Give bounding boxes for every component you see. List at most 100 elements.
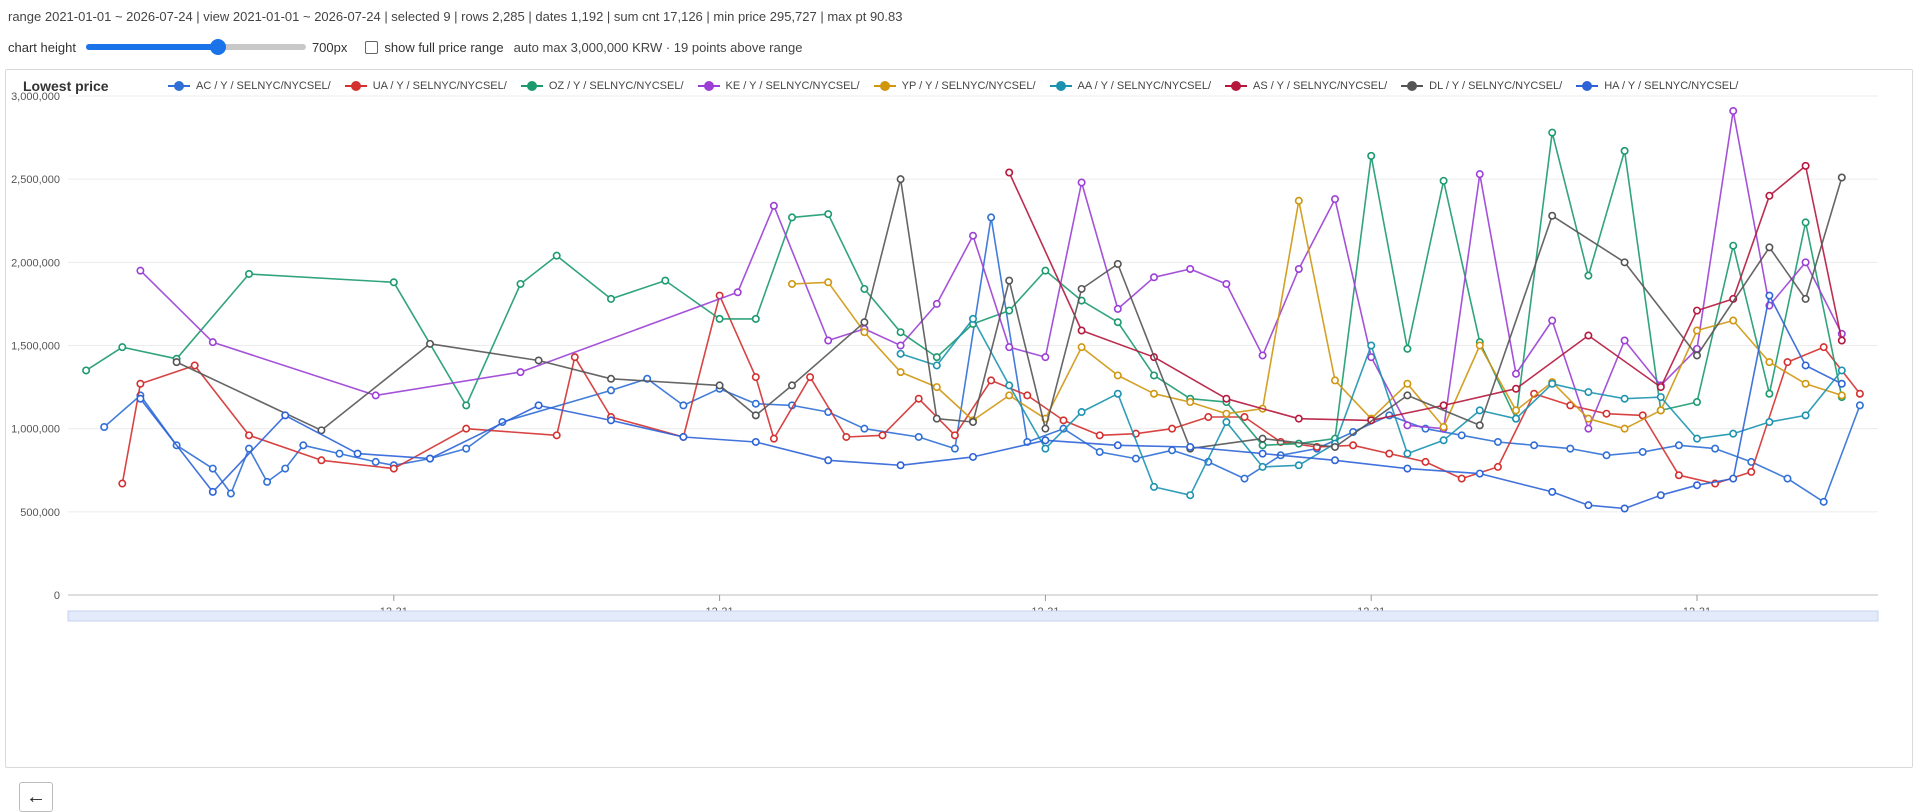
data-point <box>1457 431 1466 440</box>
data-point <box>1584 331 1593 340</box>
data-point <box>896 341 905 350</box>
data-point <box>1512 414 1521 423</box>
data-point <box>335 449 344 458</box>
data-point <box>932 361 941 370</box>
data-point <box>1620 424 1629 433</box>
data-point <box>1548 128 1557 137</box>
data-point <box>824 456 833 465</box>
data-point <box>968 231 977 240</box>
data-point <box>1294 196 1303 205</box>
data-point <box>1005 306 1014 315</box>
data-point <box>1729 316 1738 325</box>
data-point <box>1331 376 1340 385</box>
data-point <box>1439 436 1448 445</box>
legend-swatch <box>1225 81 1248 91</box>
data-point <box>245 269 254 278</box>
data-point <box>1168 446 1177 455</box>
data-point <box>1837 379 1846 388</box>
legend-item[interactable]: YP / Y / SELNYC/NYCSEL/ <box>873 80 1036 92</box>
data-point <box>715 314 724 323</box>
y-tick-label: 2,500,000 <box>11 174 60 186</box>
data-point <box>1294 264 1303 273</box>
data-point <box>1693 434 1702 443</box>
data-point <box>1584 388 1593 397</box>
data-point <box>1331 442 1340 451</box>
data-point <box>842 432 851 441</box>
slider-knob[interactable] <box>209 39 226 55</box>
data-point <box>1186 264 1195 273</box>
data-point <box>1512 384 1521 393</box>
legend-label: YP / Y / SELNYC/NYCSEL/ <box>901 80 1036 92</box>
data-point <box>896 175 905 184</box>
data-point <box>1493 462 1502 471</box>
data-point <box>1837 391 1846 400</box>
data-point <box>1855 401 1864 410</box>
data-point <box>751 399 760 408</box>
data-point <box>1077 284 1086 293</box>
chart-panel: 0 500,000 1,000,000 1,500,000 2,000,000 2,500… <box>5 69 1913 812</box>
legend-item[interactable]: AA / Y / SELNYC/NYCSEL/ <box>1049 80 1211 92</box>
data-point <box>1349 441 1358 450</box>
data-point <box>208 487 217 496</box>
data-point <box>1548 379 1557 388</box>
data-point <box>1222 409 1231 418</box>
data-point <box>1693 398 1702 407</box>
data-point <box>353 449 362 458</box>
data-point <box>1385 449 1394 458</box>
data-point <box>824 210 833 219</box>
data-point <box>1331 195 1340 204</box>
data-point <box>661 276 670 285</box>
data-point <box>1837 173 1846 182</box>
data-point <box>1602 409 1611 418</box>
legend-swatch <box>344 81 367 91</box>
series-line <box>139 294 1843 510</box>
data-point <box>208 464 217 473</box>
back-button[interactable]: ← <box>19 782 53 812</box>
data-point <box>932 299 941 308</box>
data-point <box>1222 418 1231 427</box>
data-point <box>172 358 181 367</box>
show-full-range-label[interactable]: show full price range <box>384 39 504 55</box>
legend-item[interactable]: UA / Y / SELNYC/NYCSEL/ <box>344 80 507 92</box>
data-point <box>751 437 760 446</box>
data-point <box>462 401 471 410</box>
data-point <box>1674 471 1683 480</box>
data-point <box>1294 461 1303 470</box>
y-tick-label: 0 <box>54 590 60 602</box>
legend-swatch <box>1049 81 1072 91</box>
legend-item[interactable]: KE / Y / SELNYC/NYCSEL/ <box>697 80 860 92</box>
data-point <box>1801 411 1810 420</box>
legend-item[interactable]: AS / Y / SELNYC/NYCSEL/ <box>1225 80 1387 92</box>
data-point <box>1530 441 1539 450</box>
data-point <box>1584 424 1593 433</box>
data-point <box>1457 474 1466 483</box>
legend-item[interactable]: AC / Y / SELNYC/NYCSEL/ <box>168 80 331 92</box>
data-point <box>733 288 742 297</box>
data-point <box>136 266 145 275</box>
data-point <box>1222 394 1231 403</box>
show-full-range-checkbox[interactable] <box>365 40 379 54</box>
chart-height-slider[interactable] <box>85 39 306 55</box>
data-point <box>1005 343 1014 352</box>
data-point <box>1186 491 1195 500</box>
data-point <box>824 336 833 345</box>
data-point <box>1294 414 1303 423</box>
legend-item[interactable]: OZ / Y / SELNYC/NYCSEL/ <box>520 80 684 92</box>
data-point <box>968 452 977 461</box>
data-point <box>1367 353 1376 362</box>
legend-label: AC / Y / SELNYC/NYCSEL/ <box>196 80 331 92</box>
legend-item[interactable]: DL / Y / SELNYC/NYCSEL/ <box>1401 80 1562 92</box>
data-point <box>769 434 778 443</box>
data-point <box>1204 413 1213 422</box>
data-point <box>1113 304 1122 313</box>
data-point <box>1403 344 1412 353</box>
data-point <box>371 457 380 466</box>
y-tick-label: 1,000,000 <box>11 424 60 436</box>
legend-item[interactable]: HA / Y / SELNYC/NYCSEL/ <box>1576 80 1738 92</box>
data-point <box>462 424 471 433</box>
data-point <box>1331 456 1340 465</box>
data-point <box>1258 351 1267 360</box>
data-point <box>1837 366 1846 375</box>
data-point <box>281 411 290 420</box>
data-point <box>1077 343 1086 352</box>
